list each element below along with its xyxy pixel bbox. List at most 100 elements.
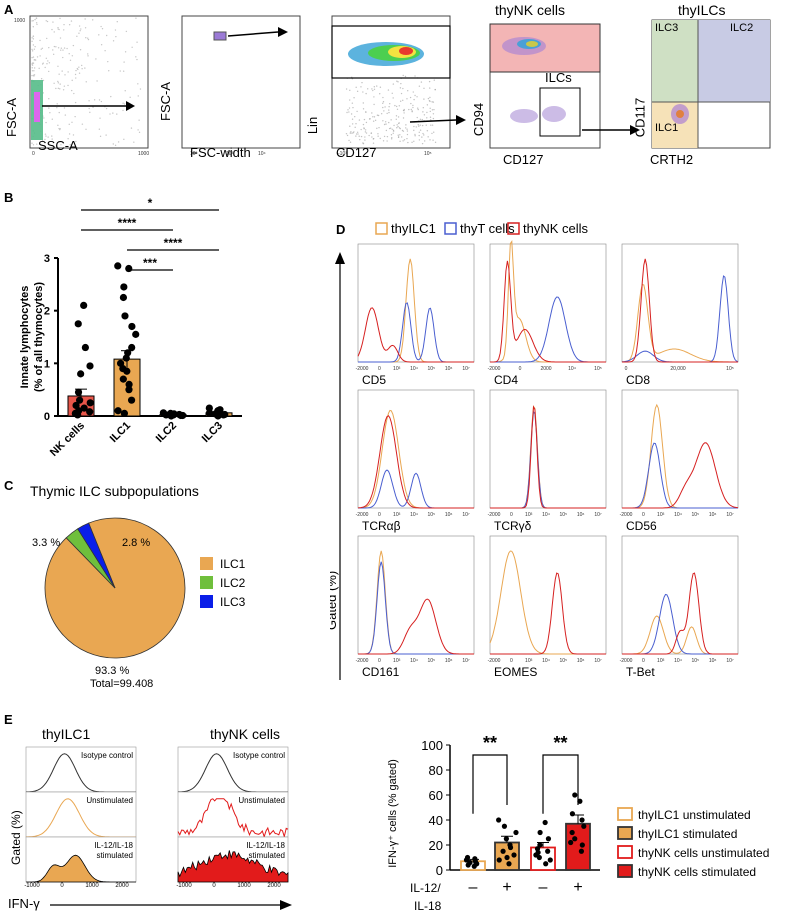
pie-title: Thymic ILC subpopulations <box>30 483 199 499</box>
data-point <box>80 404 88 412</box>
event-dot <box>407 90 409 92</box>
event-dot <box>80 28 82 30</box>
significance-label: ** <box>553 733 567 753</box>
y-tick-label: 2 <box>44 306 50 318</box>
plot2-ylabel: FSC-A <box>158 82 173 121</box>
event-dot <box>422 132 424 135</box>
event-dot <box>399 127 401 130</box>
x-tick-label: 10³ <box>393 366 401 372</box>
event-dot <box>75 140 77 143</box>
y-tick-label: 80 <box>429 763 443 778</box>
slice-label: 2.8 % <box>122 537 150 549</box>
event-dot <box>376 114 379 116</box>
data-point <box>537 842 543 848</box>
event-dot <box>388 109 390 111</box>
event-dot <box>60 47 63 49</box>
event-dot <box>31 20 33 22</box>
svg-text:10⁵: 10⁵ <box>424 151 432 157</box>
event-dot <box>379 93 381 95</box>
event-dot <box>116 113 118 115</box>
legend-swatch <box>200 576 213 589</box>
event-dot <box>425 124 427 126</box>
data-point <box>179 411 187 420</box>
event-dot <box>31 74 33 77</box>
event-dot <box>51 135 53 137</box>
event-dot <box>346 111 348 114</box>
data-point <box>86 399 94 407</box>
histogram-curve <box>622 572 738 655</box>
event-dot <box>351 102 354 104</box>
event-dot <box>34 58 36 61</box>
legend-swatch <box>507 222 520 235</box>
event-dot <box>377 114 380 117</box>
event-dot <box>57 82 60 84</box>
pie-total: Total=99.408 <box>90 678 153 688</box>
data-point <box>504 854 510 861</box>
data-point <box>77 370 85 378</box>
marker-label: CD8 <box>626 373 650 387</box>
x-tick-label: 0 <box>378 658 381 664</box>
event-dot <box>39 55 41 57</box>
event-dot <box>367 88 369 90</box>
event-dot <box>57 87 60 90</box>
event-dot <box>123 138 125 141</box>
event-dot <box>368 118 371 120</box>
event-dot <box>392 97 394 99</box>
data-point <box>81 343 89 352</box>
event-dot <box>434 141 437 144</box>
event-dot <box>410 108 413 111</box>
x-tick-label: 0 <box>625 366 628 372</box>
event-dot <box>129 96 131 98</box>
event-dot <box>99 117 101 119</box>
histogram-fill <box>177 850 289 883</box>
data-point <box>72 401 80 410</box>
event-dot <box>398 105 401 107</box>
event-dot <box>406 128 408 130</box>
x-tick-label: -2000 <box>620 658 633 664</box>
significance-bracket <box>542 754 579 814</box>
event-dot <box>364 131 367 133</box>
event-dot <box>104 50 106 52</box>
histogram-frame <box>177 791 289 838</box>
event-dot <box>31 40 33 43</box>
event-dot <box>107 60 109 63</box>
data-point <box>125 264 133 273</box>
event-dot <box>78 32 80 34</box>
legend-label: ILC1 <box>220 557 246 571</box>
event-dot <box>364 129 367 131</box>
histogram-curve <box>490 572 606 655</box>
event-dot <box>397 134 399 136</box>
event-dot <box>418 139 421 141</box>
data-point <box>216 406 224 414</box>
event-dot <box>135 17 137 19</box>
event-dot <box>93 99 96 101</box>
event-dot <box>44 138 46 141</box>
x-tick-label: 2000 <box>115 883 129 889</box>
x-tick-label: 10⁶ <box>445 658 453 664</box>
event-dot <box>63 107 66 109</box>
event-dot <box>392 129 395 132</box>
event-dot <box>100 100 103 103</box>
event-dot <box>31 50 34 52</box>
event-dot <box>76 67 79 70</box>
event-dot <box>412 106 414 109</box>
event-dot <box>64 114 67 116</box>
data-point <box>506 861 512 867</box>
data-point <box>464 854 471 861</box>
event-dot <box>383 110 385 112</box>
event-dot <box>386 112 388 115</box>
event-dot <box>414 75 416 77</box>
event-dot <box>374 119 377 122</box>
event-dot <box>419 118 422 121</box>
event-dot <box>414 94 416 97</box>
plot1-ylabel: FSC-A <box>4 98 19 137</box>
legend-label: thyILC1 unstimulated <box>638 808 751 822</box>
row-label: IL-12/IL-18 <box>94 841 133 850</box>
histogram-curve <box>490 260 606 363</box>
event-dot <box>349 132 352 134</box>
x-tick-label: 10⁵ <box>560 658 568 664</box>
event-dot <box>400 92 403 95</box>
x-tick-label: 10³ <box>657 658 665 664</box>
histogram-curve <box>622 442 739 509</box>
event-dot <box>420 81 423 83</box>
